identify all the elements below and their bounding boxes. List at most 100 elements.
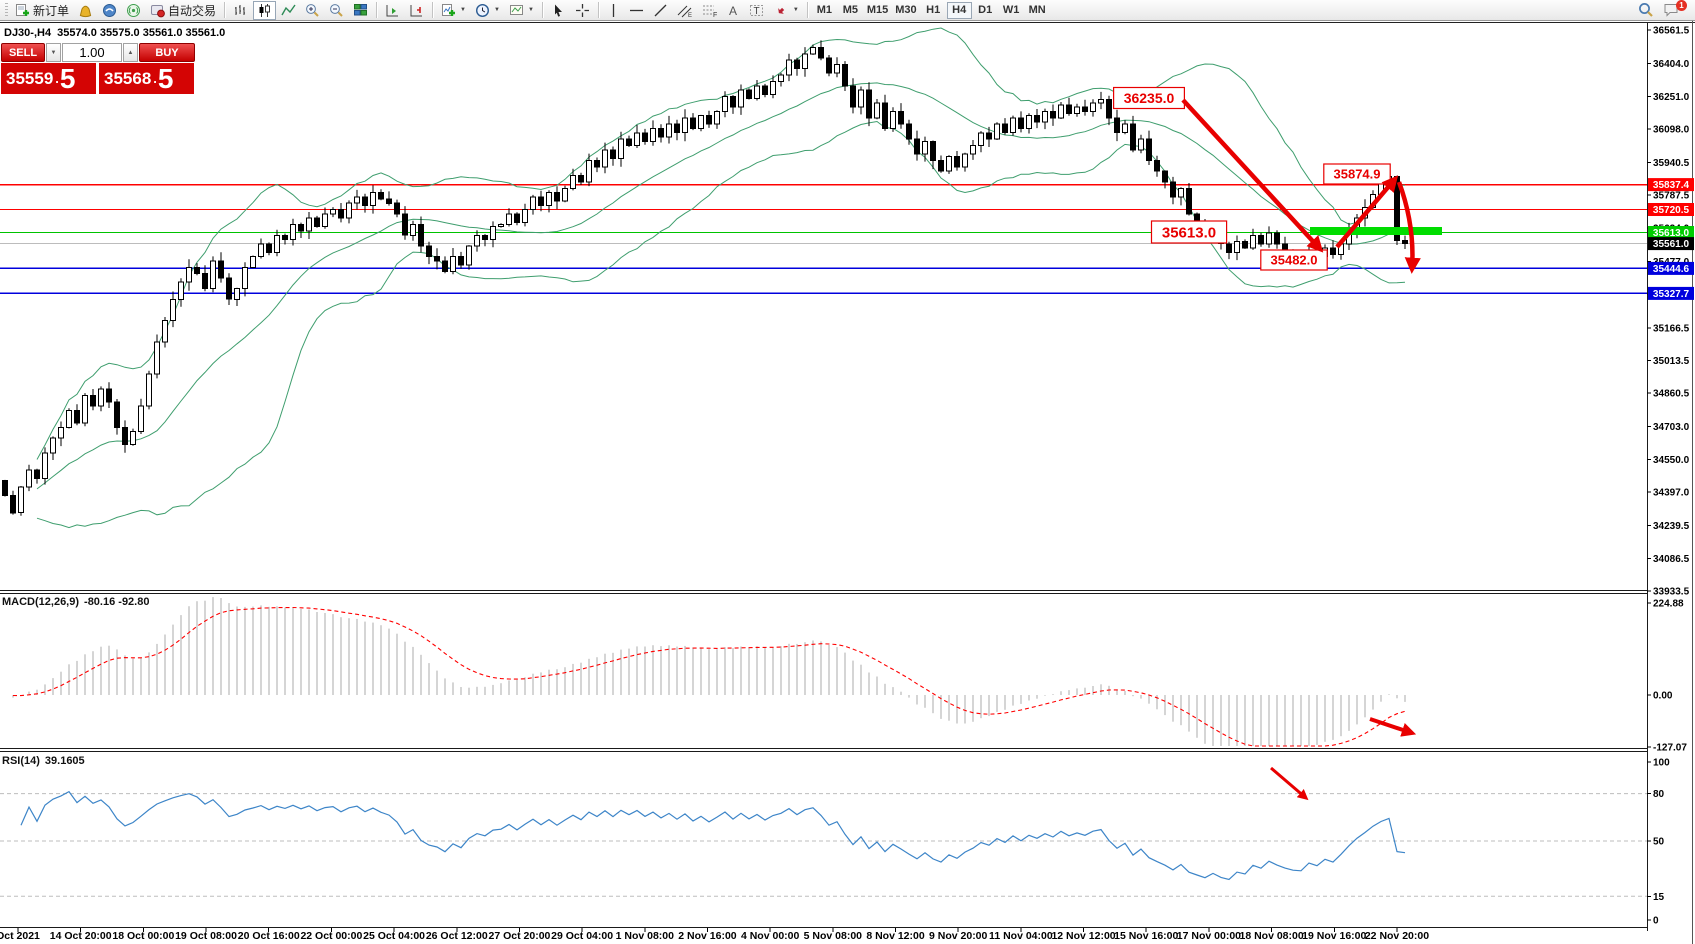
volume-increase-button[interactable]: ▲: [123, 43, 138, 62]
timeframe-M15-button[interactable]: M15: [864, 2, 891, 19]
zoom-out-button[interactable]: [325, 1, 348, 20]
notifications-button[interactable]: 1: [1659, 0, 1687, 20]
price-annotation[interactable]: 35613.0: [1150, 220, 1228, 244]
highlight-zone[interactable]: [1310, 227, 1442, 235]
svg-text:A: A: [729, 4, 737, 18]
time-axis-label: 1 Nov 08:00: [615, 930, 674, 942]
time-axis-label: 5 Nov 08:00: [803, 930, 863, 942]
bar-chart-mode-button[interactable]: [229, 1, 252, 20]
candle: [1106, 99, 1112, 119]
candle: [1002, 123, 1008, 134]
horizontal-line-button[interactable]: [625, 1, 648, 20]
trend-arrow[interactable]: [1181, 98, 1324, 253]
timeframe-M30-button[interactable]: M30: [892, 2, 919, 19]
candle: [1402, 240, 1408, 245]
candle: [1058, 104, 1064, 119]
candle: [898, 110, 904, 125]
buy-price-main: 35568: [104, 68, 152, 88]
volume-decrease-button[interactable]: ▼: [46, 43, 61, 62]
candle: [370, 192, 376, 206]
timeframe-W1-button[interactable]: W1: [999, 2, 1024, 19]
svg-text:35613.0: 35613.0: [1653, 228, 1690, 239]
candle: [602, 149, 608, 168]
price-annotation[interactable]: 36235.0: [1112, 86, 1185, 110]
volume-input[interactable]: 1.00: [62, 43, 122, 62]
dropdown-caret-icon: ▼: [460, 7, 466, 13]
timeframe-MN-button[interactable]: MN: [1025, 2, 1050, 19]
shapes-button[interactable]: ▼: [770, 1, 803, 20]
candle: [866, 89, 872, 119]
candle: [82, 394, 88, 424]
zoom-in-button[interactable]: [301, 1, 324, 20]
trend-arrow[interactable]: [1369, 717, 1417, 737]
candle: [770, 81, 776, 95]
sell-price-display[interactable]: 35559. 5: [1, 63, 96, 94]
timeframe-M5-button[interactable]: M5: [838, 2, 863, 19]
candle: [1066, 104, 1072, 114]
candle: [58, 426, 64, 439]
svg-text:F: F: [713, 12, 717, 18]
toolbar-drag-handle[interactable]: [5, 3, 8, 17]
candle: [794, 59, 800, 70]
community-button[interactable]: [98, 1, 121, 20]
trend-arrow[interactable]: [1335, 175, 1399, 249]
new-order-button[interactable]: 新订单: [11, 1, 73, 20]
candle: [322, 213, 328, 228]
cursor-button[interactable]: [547, 1, 570, 20]
price-annotation[interactable]: 35482.0: [1260, 249, 1328, 271]
candle: [1274, 232, 1280, 245]
timeframe-H1-button[interactable]: H1: [921, 2, 946, 19]
candle: [314, 217, 320, 228]
candle: [306, 217, 312, 232]
candle: [1090, 102, 1096, 112]
price-tick-label: 33933.5: [1653, 587, 1690, 598]
price-annotation[interactable]: 35874.9: [1323, 163, 1391, 185]
candle: [298, 224, 304, 232]
trend-arrow[interactable]: [1396, 181, 1421, 274]
timeframe-M1-button[interactable]: M1: [812, 2, 837, 19]
timeframe-H4-button[interactable]: H4: [946, 1, 972, 19]
candle: [394, 202, 400, 215]
candle: [18, 486, 24, 514]
sell-button[interactable]: SELL: [1, 43, 45, 62]
candle: [186, 266, 192, 283]
auto-scroll-button[interactable]: [381, 1, 404, 20]
candle: [66, 409, 72, 428]
candle: [986, 132, 992, 140]
market-button[interactable]: [74, 1, 97, 20]
horizontal-line-icon: [629, 9, 643, 11]
search-button[interactable]: [1634, 1, 1658, 20]
candle: [810, 46, 816, 55]
line-chart-mode-button[interactable]: [277, 1, 300, 20]
candle: [1162, 170, 1168, 183]
signals-button[interactable]: [122, 1, 145, 20]
candle: [210, 260, 216, 290]
trend-arrow[interactable]: [1270, 766, 1309, 801]
vertical-line-button[interactable]: [603, 1, 624, 20]
buy-button[interactable]: BUY: [139, 43, 195, 62]
time-axis-label: 8 Nov 12:00: [866, 930, 925, 942]
macd-tick-label: -127.07: [1653, 743, 1687, 754]
candlestick-mode-button[interactable]: [253, 0, 277, 20]
equidistant-channel-button[interactable]: E: [673, 1, 697, 20]
indicators-button[interactable]: ▼: [437, 1, 470, 20]
candle: [1242, 241, 1248, 249]
tile-windows-button[interactable]: [349, 1, 372, 20]
templates-button[interactable]: ▼: [505, 1, 538, 20]
fibonacci-button[interactable]: F: [698, 1, 722, 20]
buy-price-display[interactable]: 35568. 5: [99, 63, 194, 94]
chart-shift-button[interactable]: [405, 1, 428, 20]
price-axis[interactable]: 36561.5 36404.0 36251.0 36098.0 35940.5 35787…: [1647, 26, 1690, 927]
candle: [938, 160, 944, 172]
text-tool-button[interactable]: A: [723, 1, 744, 20]
periods-button[interactable]: ▼: [471, 1, 504, 20]
autotrading-button[interactable]: 自动交易: [146, 1, 220, 20]
time-axis[interactable]: Oct 2021 14 Oct 20:00 18 Oct 00:00 19 Oct 0…: [0, 930, 1695, 944]
trendline-button[interactable]: [649, 1, 672, 20]
chart-info-line: DJ30-,H4 35574.0 35575.0 35561.0 35561.0: [4, 27, 231, 39]
price-tag: 35444.6: [1648, 261, 1694, 275]
label-tool-button[interactable]: T: [745, 1, 769, 20]
timeframe-D1-button[interactable]: D1: [973, 2, 998, 19]
crosshair-button[interactable]: [571, 1, 594, 20]
